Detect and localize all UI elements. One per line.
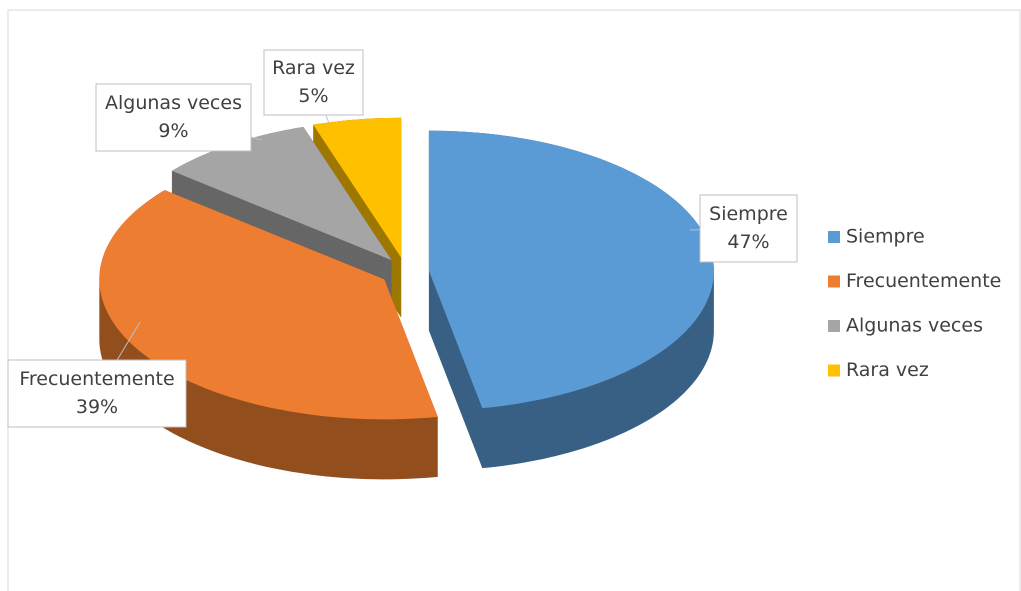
data-label-name: Rara vez <box>272 57 355 79</box>
legend-swatch <box>828 231 840 243</box>
data-label-name: Frecuentemente <box>19 368 174 390</box>
slice <box>313 117 402 258</box>
data-label-name: Algunas veces <box>105 92 242 114</box>
data-label-value: 5% <box>298 85 328 107</box>
callout-box <box>699 194 798 263</box>
data-label-value: 39% <box>76 396 118 418</box>
legend-label: Frecuentemente <box>846 270 1001 292</box>
legend-label: Siempre <box>846 226 925 248</box>
data-label-value: 9% <box>158 120 188 142</box>
legend-swatch <box>828 364 840 377</box>
data-label-name: Siempre <box>709 203 788 225</box>
legend-label: Algunas veces <box>846 315 983 337</box>
legend-label: Rara vez <box>846 359 929 381</box>
pie <box>99 117 714 480</box>
slice <box>428 130 714 409</box>
callout-box <box>7 359 187 428</box>
callout-box <box>95 83 252 152</box>
legend-swatch <box>828 275 840 288</box>
data-label-value: 47% <box>727 231 769 253</box>
legend-swatch <box>828 320 840 332</box>
chart-border <box>7 9 1021 591</box>
callout-box <box>263 49 364 116</box>
slice <box>171 126 392 261</box>
